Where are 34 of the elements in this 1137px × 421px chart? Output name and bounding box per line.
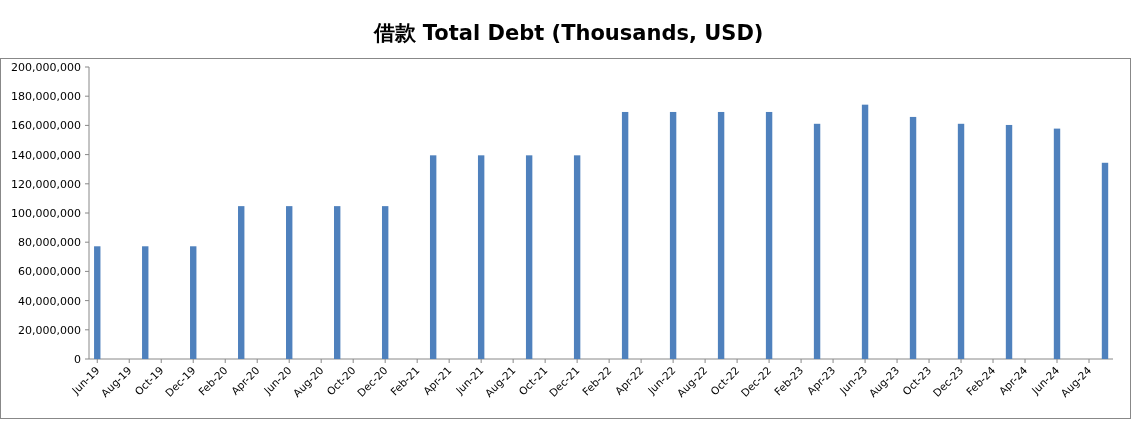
bar (621, 111, 629, 359)
bar (142, 246, 149, 359)
bar (525, 155, 533, 359)
y-tick-label: 0 (74, 353, 81, 366)
y-tick-label: 40,000,000 (18, 294, 81, 308)
y-tick-label: 120,000,000 (11, 177, 81, 191)
bar (334, 206, 341, 359)
y-tick-label: 160,000,000 (11, 119, 81, 133)
bar (813, 123, 821, 359)
y-tick-label: 200,000,000 (11, 61, 81, 74)
bar (190, 246, 197, 359)
bar (1005, 124, 1013, 359)
bar (861, 104, 869, 359)
bar (669, 111, 677, 359)
bar (286, 206, 293, 359)
bar (429, 155, 437, 359)
y-tick-label: 180,000,000 (11, 90, 81, 104)
bar (909, 116, 917, 359)
bar (477, 155, 485, 359)
bar (238, 206, 245, 359)
y-tick-label: 80,000,000 (18, 236, 81, 250)
bar (1101, 162, 1109, 359)
y-tick-label: 100,000,000 (11, 207, 81, 220)
bar (381, 206, 389, 359)
bar (94, 246, 101, 359)
bar (1053, 128, 1061, 359)
bar (957, 123, 965, 359)
y-tick-label: 20,000,000 (18, 323, 81, 337)
bar (765, 111, 773, 359)
y-tick-label: 140,000,000 (11, 148, 81, 162)
y-tick-label: 60,000,000 (18, 265, 81, 279)
bar (717, 111, 725, 359)
chart-title: 借款 Total Debt (Thousands, USD) (372, 21, 764, 45)
bar (573, 155, 581, 359)
